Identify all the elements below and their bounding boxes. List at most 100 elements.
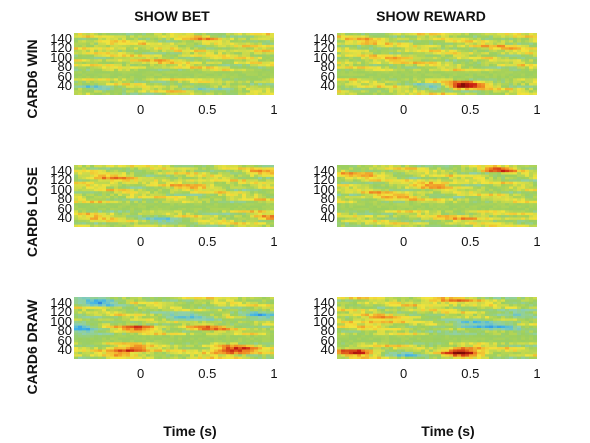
heatmap-cell bbox=[533, 207, 537, 211]
heatmap-cell bbox=[461, 165, 466, 168]
heatmap-cell bbox=[513, 188, 518, 192]
heatmap-cell bbox=[377, 87, 382, 91]
heatmap-cell bbox=[174, 90, 179, 94]
heatmap-cell bbox=[341, 167, 346, 171]
heatmap-cell bbox=[437, 212, 442, 216]
heatmap-cell bbox=[122, 37, 127, 41]
heatmap-cell bbox=[90, 61, 95, 65]
heatmap-cell bbox=[405, 49, 410, 53]
heatmap-cell bbox=[74, 217, 79, 221]
heatmap-cell bbox=[230, 184, 235, 187]
heatmap-cell bbox=[481, 59, 486, 63]
heatmap-cell bbox=[433, 181, 438, 185]
heatmap-cell bbox=[497, 179, 502, 183]
heatmap-cell bbox=[226, 169, 231, 173]
heatmap-cell bbox=[369, 40, 374, 43]
heatmap-cell bbox=[90, 184, 95, 187]
heatmap-cell bbox=[481, 35, 486, 39]
heatmap-cell bbox=[82, 179, 87, 183]
heatmap-cell bbox=[517, 165, 522, 168]
heatmap-cell bbox=[206, 37, 211, 41]
heatmap-cell bbox=[457, 73, 462, 77]
heatmap-cell bbox=[489, 73, 494, 77]
heatmap-cell bbox=[417, 203, 422, 206]
heatmap-cell bbox=[214, 90, 219, 94]
heatmap-cell bbox=[230, 165, 235, 168]
heatmap-cell bbox=[409, 90, 414, 94]
heatmap-cell bbox=[401, 59, 406, 63]
heatmap-cell bbox=[146, 42, 151, 46]
heatmap-cell bbox=[110, 200, 115, 204]
heatmap-cell bbox=[389, 83, 394, 86]
heatmap-cell bbox=[453, 207, 458, 211]
heatmap-cell bbox=[162, 176, 167, 180]
heatmap-cell bbox=[250, 35, 255, 39]
heatmap-cell bbox=[102, 167, 107, 171]
heatmap-cell bbox=[345, 59, 350, 63]
heatmap-cell bbox=[246, 83, 251, 86]
heatmap-cell bbox=[118, 176, 123, 180]
heatmap-cell bbox=[110, 207, 115, 211]
heatmap-cell bbox=[449, 179, 454, 183]
heatmap-cell bbox=[90, 210, 95, 214]
x-tick-label: 0.5 bbox=[198, 234, 217, 249]
heatmap-cell bbox=[254, 44, 259, 48]
heatmap-cell bbox=[433, 59, 438, 63]
heatmap-cell bbox=[497, 52, 502, 55]
heatmap-cell bbox=[485, 85, 490, 89]
heatmap-cell bbox=[397, 181, 402, 185]
heatmap-cell bbox=[90, 196, 95, 199]
heatmap-cell bbox=[262, 222, 267, 226]
heatmap-cell bbox=[361, 64, 366, 67]
heatmap-cell bbox=[389, 66, 394, 70]
heatmap-cell bbox=[94, 59, 99, 63]
heatmap-cell bbox=[78, 35, 83, 39]
heatmap-cell bbox=[94, 85, 99, 89]
heatmap-cell bbox=[170, 42, 175, 46]
heatmap-cell bbox=[138, 61, 143, 65]
heatmap-cell bbox=[405, 184, 410, 187]
heatmap-cell bbox=[469, 186, 474, 190]
heatmap-cell bbox=[102, 193, 107, 197]
heatmap-cell bbox=[90, 215, 95, 218]
heatmap-cell bbox=[345, 186, 350, 190]
heatmap-cell bbox=[365, 87, 370, 91]
heatmap-cell bbox=[373, 179, 378, 183]
heatmap-cell bbox=[202, 219, 207, 223]
heatmap-cell bbox=[449, 47, 454, 51]
heatmap-cell bbox=[234, 56, 239, 60]
heatmap-cell bbox=[481, 68, 486, 72]
heatmap-cell bbox=[457, 188, 462, 192]
heatmap-cell bbox=[449, 174, 454, 178]
heatmap-cell bbox=[190, 54, 195, 58]
heatmap-cell bbox=[186, 52, 191, 55]
heatmap-cell bbox=[142, 75, 147, 79]
heatmap-cell bbox=[162, 169, 167, 173]
heatmap-cell bbox=[142, 49, 147, 53]
heatmap-cell bbox=[453, 174, 458, 178]
heatmap-cell bbox=[353, 181, 358, 185]
heatmap-cell bbox=[337, 165, 342, 168]
heatmap-cell bbox=[521, 176, 526, 180]
heatmap-cell bbox=[98, 191, 103, 195]
heatmap-cell bbox=[345, 85, 350, 89]
heatmap-cell bbox=[78, 210, 83, 214]
heatmap-cell bbox=[174, 196, 179, 199]
heatmap-cell bbox=[198, 52, 203, 55]
heatmap-cell bbox=[262, 85, 267, 89]
heatmap-cell bbox=[214, 196, 219, 199]
heatmap-cell bbox=[270, 59, 274, 63]
heatmap-cell bbox=[154, 203, 159, 206]
heatmap-cell bbox=[138, 64, 143, 67]
heatmap-cell bbox=[130, 85, 135, 89]
heatmap-cell bbox=[417, 80, 422, 84]
heatmap-cell bbox=[385, 37, 390, 41]
heatmap-cell bbox=[441, 85, 446, 89]
heatmap-cell bbox=[158, 184, 163, 187]
heatmap-cell bbox=[178, 85, 183, 89]
heatmap-cell bbox=[218, 49, 223, 53]
heatmap-cell bbox=[377, 54, 382, 58]
heatmap-cell bbox=[337, 179, 342, 183]
heatmap-cell bbox=[238, 203, 243, 206]
heatmap-cell bbox=[405, 210, 410, 214]
